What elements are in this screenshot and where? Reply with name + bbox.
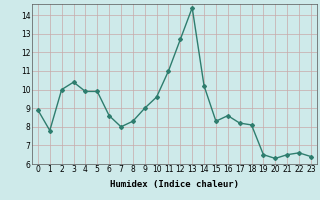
X-axis label: Humidex (Indice chaleur): Humidex (Indice chaleur) bbox=[110, 180, 239, 189]
